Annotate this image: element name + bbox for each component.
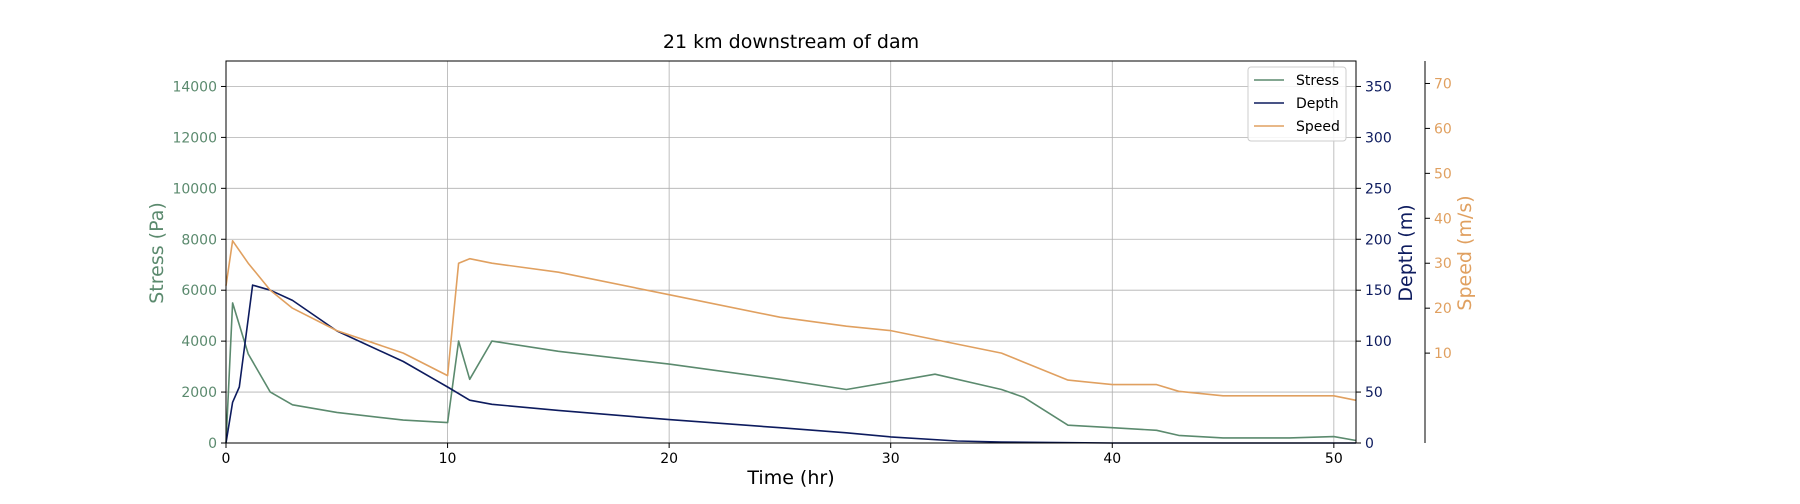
plot-area-border: [225, 60, 1357, 444]
y-tick-label-speed: 40: [1434, 211, 1452, 227]
x-tick-label: 40: [1103, 451, 1121, 467]
series-line-speed: [225, 240, 1357, 402]
legend-label-speed: Speed: [1296, 119, 1340, 135]
x-tick-label: 0: [222, 451, 231, 467]
x-axis-label: Time (hr): [746, 467, 834, 489]
y-tick-label-depth: 150: [1365, 283, 1392, 299]
y-tick-label-stress: 0: [208, 436, 217, 452]
y-tick-label-depth: 100: [1365, 334, 1392, 350]
y-tick-label-stress: 10000: [172, 181, 217, 197]
y-tick-label-speed: 10: [1434, 346, 1452, 362]
legend: Stress Depth Speed: [1247, 66, 1347, 142]
y-axis-label-stress: Stress (Pa): [146, 202, 168, 304]
y-tick-label-speed: 50: [1434, 166, 1452, 182]
plot-frame: [225, 60, 1357, 444]
y-tick-label-depth: 200: [1365, 232, 1392, 248]
y-tick-label-depth: 250: [1365, 181, 1392, 197]
y-tick-label-stress: 8000: [181, 232, 217, 248]
y-tick-label-depth: 300: [1365, 130, 1392, 146]
y-tick-label-depth: 0: [1365, 436, 1374, 452]
y-axis-label-depth: Depth (m): [1395, 204, 1417, 301]
y-tick-label-speed: 30: [1434, 256, 1452, 272]
x-tick-label: 50: [1325, 451, 1343, 467]
legend-box: [1247, 66, 1347, 142]
series-lines: [225, 240, 1357, 444]
legend-label-stress: Stress: [1296, 73, 1339, 89]
y-tick-label-stress: 6000: [181, 283, 217, 299]
x-tick-label: 30: [882, 451, 900, 467]
x-tick-label: 20: [660, 451, 678, 467]
y-tick-label-depth: 350: [1365, 79, 1392, 95]
legend-label-depth: Depth: [1296, 96, 1339, 112]
y-tick-label-speed: 70: [1434, 76, 1452, 92]
y-axis-label-speed: Speed (m/s): [1454, 195, 1476, 310]
y-tick-label-stress: 14000: [172, 79, 217, 95]
series-line-stress: [225, 302, 1357, 444]
grid-lines: [225, 61, 1356, 444]
y-tick-label-depth: 50: [1365, 385, 1383, 401]
y-tick-label-stress: 4000: [181, 334, 217, 350]
y-tick-label-stress: 2000: [181, 385, 217, 401]
chart-title: 21 km downstream of dam: [663, 31, 919, 53]
y-tick-label-speed: 20: [1434, 301, 1452, 317]
axes: 0 10 20 30 40 5002000400060008000100001200014…: [172, 61, 1452, 467]
y-tick-label-stress: 12000: [172, 130, 217, 146]
y-tick-label-speed: 60: [1434, 121, 1452, 137]
x-tick-label: 10: [439, 451, 457, 467]
